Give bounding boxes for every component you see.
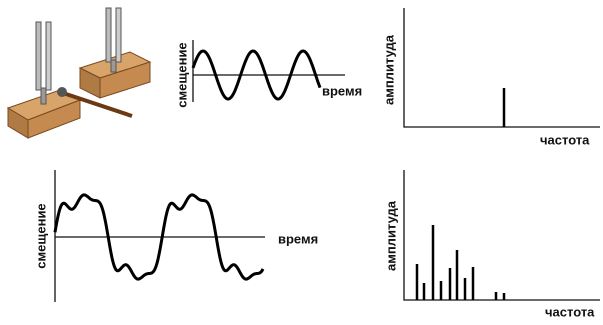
- spectrum-lines: [417, 225, 504, 300]
- diagram: смещение время амплитуда частота смещени…: [0, 0, 603, 325]
- x-axis-label: частота: [540, 132, 590, 147]
- x-axis-label: частота: [545, 304, 595, 319]
- y-axis-label: смещение: [174, 42, 189, 107]
- x-axis-label: время: [322, 83, 362, 98]
- y-axis-label: амплитуда: [381, 34, 396, 105]
- axes: [55, 170, 265, 302]
- y-axis-label: амплитуда: [383, 200, 398, 271]
- y-axis-label: смещение: [33, 203, 48, 268]
- tuning-forks-illustration: [8, 8, 150, 138]
- axes: [404, 8, 600, 127]
- x-axis-label: время: [278, 231, 318, 246]
